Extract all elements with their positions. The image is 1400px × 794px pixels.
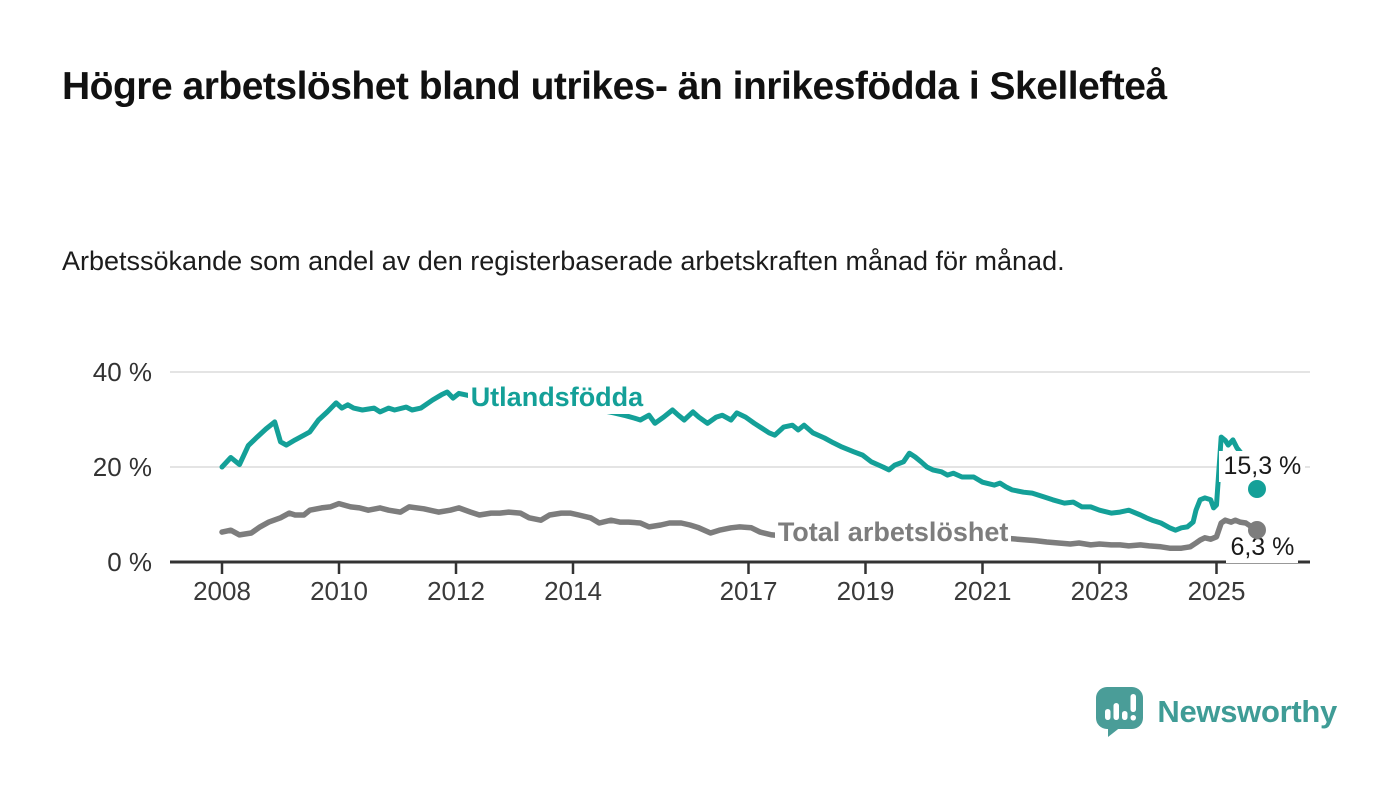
newsworthy-logo-text: Newsworthy [1157, 694, 1337, 729]
x-axis-label-2023: 2023 [1070, 576, 1129, 606]
x-axis-label-2014: 2014 [544, 576, 602, 606]
end-dot-utlandsfodda [1248, 480, 1267, 499]
series-label-total: Total arbetslöshet [774, 515, 1012, 550]
x-axis-label-2008: 2008 [193, 576, 251, 606]
x-axis-label-2010: 2010 [310, 576, 368, 606]
page-title: Högre arbetslöshet bland utrikes- än inr… [62, 65, 1167, 108]
value-label-utlandsfodda: 15,3 % [1219, 451, 1306, 482]
x-axis-label-2021: 2021 [953, 576, 1012, 606]
series-line-utlandsfodda [219, 389, 1260, 533]
x-axis-label-2025: 2025 [1187, 576, 1246, 606]
newsworthy-logo: Newsworthy [1095, 686, 1337, 738]
x-axis-label-2017: 2017 [719, 576, 778, 606]
newsworthy-logo-icon [1096, 687, 1144, 737]
series-line-total [219, 500, 1261, 551]
y-axis-label-0: 0 % [107, 547, 152, 577]
series-label-utlandsfodda: Utlandsfödda [467, 380, 647, 415]
x-axis-label-2019: 2019 [836, 576, 895, 606]
y-axis-label-20: 20 % [92, 452, 152, 482]
chart-subtitle: Arbetssökande som andel av den registerb… [62, 246, 1065, 276]
x-axis-label-2012: 2012 [427, 576, 485, 606]
end-dot-total [1248, 521, 1267, 540]
y-axis-label-40: 40 % [92, 357, 152, 387]
